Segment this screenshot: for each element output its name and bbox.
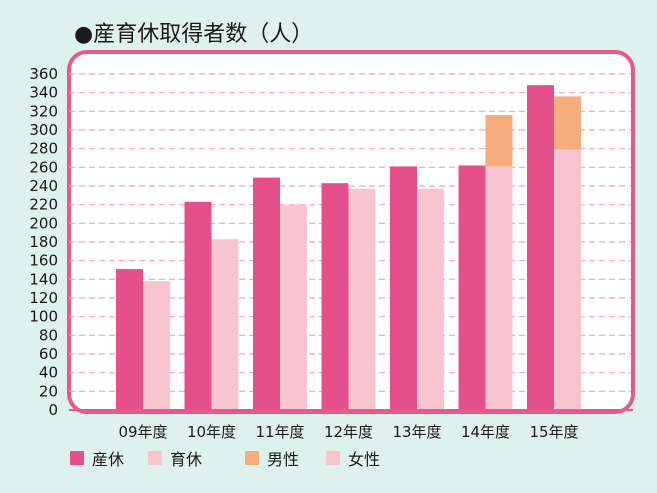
bar-ikukyu-female bbox=[417, 188, 444, 410]
y-tick-label: 60 bbox=[39, 345, 58, 363]
bar-ikukyu-female bbox=[554, 149, 581, 410]
bar-ikukyu-female bbox=[485, 166, 513, 410]
bar-ikukyu-female bbox=[143, 281, 170, 410]
y-tick-label: 340 bbox=[29, 84, 58, 102]
x-tick-label: 09年度 bbox=[118, 423, 167, 441]
bar-sankyu bbox=[116, 269, 143, 410]
bar-sankyu bbox=[321, 183, 349, 410]
y-tick-label: 120 bbox=[29, 289, 58, 307]
x-tick-label: 15年度 bbox=[529, 423, 578, 441]
y-tick-label: 80 bbox=[39, 326, 58, 344]
bar-ikukyu-female bbox=[280, 204, 307, 410]
y-tick-label: 360 bbox=[29, 65, 58, 83]
y-tick-label: 220 bbox=[29, 196, 58, 214]
bar-ikukyu-male bbox=[554, 96, 581, 150]
x-axis-ticks: 09年度 10年度 11年度 12年度 13年度 14年度 15年度 bbox=[118, 423, 578, 441]
y-tick-label: 280 bbox=[29, 140, 58, 158]
y-axis-ticks: 0204060801001201401601802002202402602803… bbox=[29, 65, 58, 419]
bar-sankyu bbox=[458, 165, 486, 410]
y-tick-label: 100 bbox=[29, 308, 58, 326]
chart-title: ●産育休取得者数（人） bbox=[74, 22, 314, 47]
y-tick-label: 200 bbox=[29, 214, 58, 232]
y-tick-label: 40 bbox=[39, 364, 58, 382]
bar-ikukyu-female bbox=[348, 188, 376, 410]
x-tick-label: 10年度 bbox=[187, 423, 236, 441]
x-tick-label: 11年度 bbox=[255, 423, 304, 441]
y-tick-label: 140 bbox=[29, 270, 58, 288]
x-tick-label: 13年度 bbox=[392, 423, 441, 441]
y-tick-label: 240 bbox=[29, 177, 58, 195]
bars bbox=[116, 85, 581, 410]
x-tick-label: 12年度 bbox=[324, 423, 373, 441]
bar-ikukyu-male bbox=[485, 115, 513, 167]
bar-sankyu bbox=[527, 85, 554, 410]
x-tick-label: 14年度 bbox=[461, 423, 510, 441]
bar-sankyu bbox=[390, 166, 417, 410]
y-tick-label: 160 bbox=[29, 252, 58, 270]
y-tick-label: 180 bbox=[29, 233, 58, 251]
bar-sankyu bbox=[184, 201, 212, 410]
bar-ikukyu-female bbox=[211, 239, 239, 410]
y-tick-label: 0 bbox=[48, 401, 58, 419]
bar-sankyu bbox=[253, 177, 280, 410]
y-tick-label: 20 bbox=[39, 382, 58, 400]
y-tick-label: 300 bbox=[29, 121, 58, 139]
y-tick-label: 320 bbox=[29, 102, 58, 120]
y-tick-label: 260 bbox=[29, 158, 58, 176]
